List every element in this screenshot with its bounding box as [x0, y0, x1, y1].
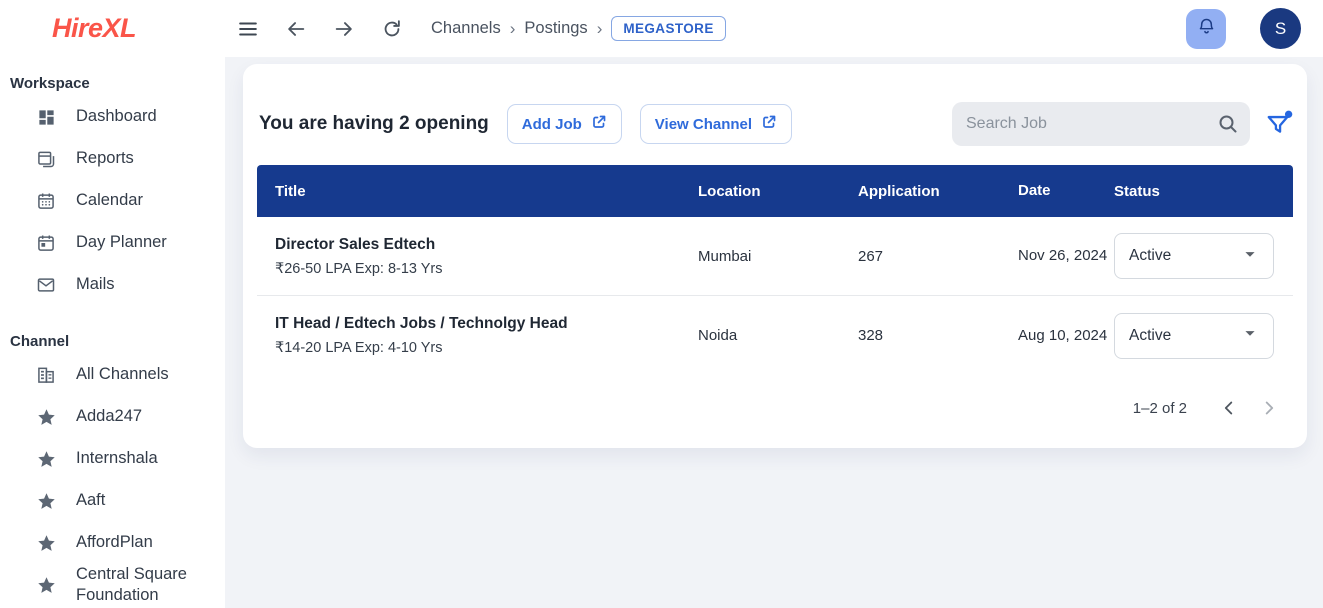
sidebar-item-label: Dashboard: [76, 107, 157, 126]
all-channels-icon: [36, 365, 56, 385]
star-icon: [36, 449, 56, 469]
sidebar-item-label: Adda247: [76, 407, 143, 426]
topbar: Channels › Postings › MEGASTORE S: [225, 0, 1323, 57]
sidebar-item-label: Mails: [76, 275, 115, 294]
view-channel-button[interactable]: View Channel: [639, 104, 793, 144]
job-location: Noida: [698, 327, 738, 344]
sidebar-item-label: Aaft: [76, 491, 106, 510]
sidebar-item-dashboard[interactable]: Dashboard: [0, 96, 225, 138]
job-applications: 267: [858, 247, 884, 265]
next-page-icon[interactable]: [1249, 388, 1289, 428]
jobs-table: Title Location Application Date Status D…: [257, 165, 1293, 375]
sidebar-item-label: Central Square Foundation: [76, 565, 187, 605]
job-applications: 328: [858, 327, 884, 344]
sidebar: HireXL Workspace Dashboard Reports Calen…: [0, 0, 225, 608]
pagination-range: 1–2 of 2: [1132, 399, 1187, 417]
openings-heading: You are having 2 opening: [259, 113, 489, 134]
avatar-initial: S: [1274, 18, 1287, 38]
pagination: 1–2 of 2: [257, 388, 1293, 428]
column-header-date: Date: [1018, 182, 1051, 200]
sidebar-item-reports[interactable]: Reports: [0, 138, 225, 180]
search-input[interactable]: [952, 102, 1250, 146]
dashboard-icon: [36, 107, 56, 127]
sidebar-item-label: Internshala: [76, 449, 158, 468]
job-title: IT Head / Edtech Jobs / Technolgy Head: [275, 315, 568, 332]
chevron-down-icon: [1239, 322, 1261, 349]
sidebar-item-internshala[interactable]: Internshala: [0, 438, 225, 480]
jobs-card: You are having 2 opening Add Job View Ch…: [243, 64, 1307, 448]
job-date: Nov 26, 2024: [1018, 247, 1108, 265]
table-row[interactable]: Director Sales Edtech ₹26-50 LPA Exp: 8-…: [257, 217, 1293, 296]
sidebar-item-label: Calendar: [76, 191, 143, 210]
sidebar-item-label: All Channels: [76, 365, 169, 384]
sidebar-item-adda247[interactable]: Adda247: [0, 396, 225, 438]
sidebar-item-mails[interactable]: Mails: [0, 264, 225, 306]
status-dropdown[interactable]: Active: [1114, 233, 1274, 279]
menu-icon[interactable]: [237, 18, 259, 40]
filter-icon[interactable]: [1263, 109, 1293, 139]
column-header-application: Application: [858, 182, 940, 200]
add-job-label: Add Job: [521, 115, 582, 133]
calendar-icon: [36, 191, 56, 211]
view-channel-label: View Channel: [654, 115, 753, 133]
table-row[interactable]: IT Head / Edtech Jobs / Technolgy Head ₹…: [257, 296, 1293, 375]
avatar[interactable]: S: [1260, 8, 1301, 49]
star-icon: [36, 575, 56, 595]
job-location: Mumbai: [698, 247, 752, 265]
chevron-down-icon: [1239, 243, 1261, 270]
star-icon: [36, 407, 56, 427]
forward-arrow-icon[interactable]: [333, 18, 355, 40]
status-value: Active: [1129, 326, 1172, 344]
sidebar-section-channel: Channel: [10, 333, 70, 350]
star-icon: [36, 491, 56, 511]
brand-logo[interactable]: HireXL: [52, 13, 137, 43]
reports-icon: [36, 149, 56, 169]
sidebar-item-label: Reports: [76, 149, 134, 168]
previous-page-icon[interactable]: [1209, 388, 1249, 428]
sidebar-item-affordplan[interactable]: AffordPlan: [0, 522, 225, 564]
bell-icon: [1196, 16, 1217, 42]
column-header-title: Title: [275, 182, 306, 200]
breadcrumb-channels[interactable]: Channels: [431, 19, 501, 37]
add-job-button[interactable]: Add Job: [506, 104, 622, 144]
day-planner-icon: [36, 233, 56, 253]
job-date: Aug 10, 2024: [1018, 326, 1108, 344]
external-link-icon: [591, 114, 607, 134]
column-header-status: Status: [1114, 182, 1160, 200]
sidebar-section-workspace: Workspace: [10, 75, 90, 92]
breadcrumb-postings[interactable]: Postings: [524, 19, 588, 37]
search-icon[interactable]: [1216, 112, 1240, 136]
table-header-row: Title Location Application Date Status: [257, 165, 1293, 217]
job-subtitle: ₹26-50 LPA Exp: 8-13 Yrs: [275, 260, 443, 277]
notifications-button[interactable]: [1186, 8, 1226, 49]
content-area: You are having 2 opening Add Job View Ch…: [225, 57, 1323, 608]
sidebar-item-central-square-foundation[interactable]: Central Square Foundation: [0, 564, 225, 607]
external-link-icon: [761, 114, 777, 134]
back-arrow-icon[interactable]: [285, 18, 307, 40]
star-icon: [36, 533, 56, 553]
sidebar-item-day-planner[interactable]: Day Planner: [0, 222, 225, 264]
breadcrumb: Channels › Postings › MEGASTORE: [431, 16, 726, 41]
column-header-location: Location: [698, 182, 761, 200]
sidebar-item-calendar[interactable]: Calendar: [0, 180, 225, 222]
breadcrumb-separator: ›: [596, 18, 603, 38]
status-dropdown[interactable]: Active: [1114, 312, 1274, 359]
sidebar-item-label: AffordPlan: [76, 533, 153, 552]
sidebar-item-all-channels[interactable]: All Channels: [0, 354, 225, 396]
status-value: Active: [1129, 247, 1172, 264]
sidebar-item-aaft[interactable]: Aaft: [0, 480, 225, 522]
breadcrumb-chip-megastore[interactable]: MEGASTORE: [611, 16, 726, 41]
mails-icon: [36, 275, 56, 295]
card-header: You are having 2 opening Add Job View Ch…: [257, 102, 1293, 146]
search-job-field: [952, 102, 1250, 146]
filter-active-dot: [1284, 110, 1293, 118]
job-title: Director Sales Edtech: [275, 235, 436, 253]
breadcrumb-separator: ›: [509, 18, 516, 38]
sidebar-item-label: Day Planner: [76, 233, 167, 252]
refresh-icon[interactable]: [381, 18, 403, 40]
job-subtitle: ₹14-20 LPA Exp: 4-10 Yrs: [275, 340, 443, 356]
